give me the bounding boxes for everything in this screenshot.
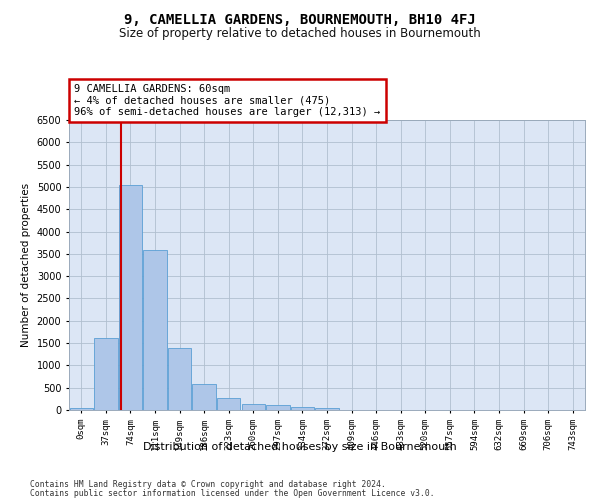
Bar bbox=[119, 184, 142, 410]
Text: Contains HM Land Registry data © Crown copyright and database right 2024.: Contains HM Land Registry data © Crown c… bbox=[30, 480, 386, 489]
Text: 9, CAMELLIA GARDENS, BOURNEMOUTH, BH10 4FJ: 9, CAMELLIA GARDENS, BOURNEMOUTH, BH10 4… bbox=[124, 12, 476, 26]
Y-axis label: Number of detached properties: Number of detached properties bbox=[21, 183, 31, 347]
Bar bbox=[193, 384, 216, 410]
Bar bbox=[143, 250, 167, 410]
Text: Size of property relative to detached houses in Bournemouth: Size of property relative to detached ho… bbox=[119, 28, 481, 40]
Bar bbox=[316, 408, 338, 410]
Bar bbox=[168, 348, 191, 410]
Bar bbox=[291, 406, 314, 410]
Bar bbox=[217, 398, 241, 410]
Text: Contains public sector information licensed under the Open Government Licence v3: Contains public sector information licen… bbox=[30, 489, 434, 498]
Bar bbox=[266, 406, 290, 410]
Bar bbox=[70, 408, 93, 410]
Bar bbox=[242, 404, 265, 410]
Text: Distribution of detached houses by size in Bournemouth: Distribution of detached houses by size … bbox=[143, 442, 457, 452]
Text: 9 CAMELLIA GARDENS: 60sqm
← 4% of detached houses are smaller (475)
96% of semi-: 9 CAMELLIA GARDENS: 60sqm ← 4% of detach… bbox=[74, 84, 380, 117]
Bar bbox=[94, 338, 118, 410]
